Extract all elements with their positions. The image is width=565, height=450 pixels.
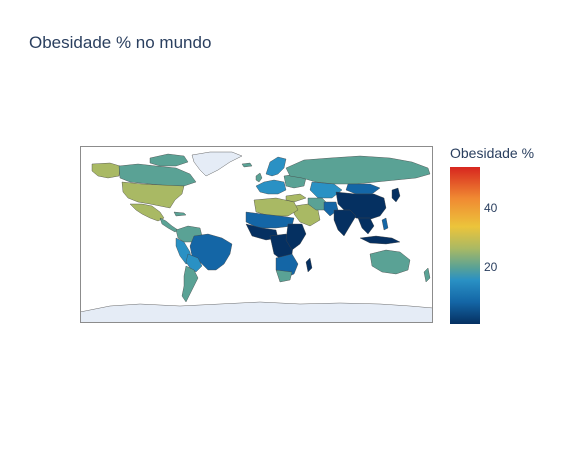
colorbar-gradient [450, 167, 480, 324]
colorbar-tick-label: 20 [484, 259, 498, 274]
region-scandinavia[interactable] [265, 156, 287, 177]
region-south-africa[interactable] [275, 269, 293, 283]
region-east-africa[interactable] [285, 223, 307, 251]
region-japan[interactable] [391, 187, 401, 203]
region-new-zealand[interactable] [423, 267, 431, 283]
region-brazil[interactable] [189, 233, 233, 271]
region-argentina-chile[interactable] [181, 265, 199, 303]
colorbar-title: Obesidade % [450, 145, 535, 161]
region-madagascar[interactable] [305, 257, 313, 273]
region-australia[interactable] [369, 249, 411, 275]
region-bolivia-paraguay[interactable] [185, 253, 203, 273]
region-philippines[interactable] [381, 217, 389, 231]
region-southeast-asia[interactable] [357, 217, 375, 235]
world-choropleth-map[interactable] [80, 146, 433, 323]
region-uk[interactable] [255, 172, 263, 183]
region-antarctica[interactable] [80, 301, 433, 323]
region-india[interactable] [333, 209, 357, 237]
region-alaska[interactable] [91, 162, 121, 179]
chart-title: Obesidade % no mundo [29, 33, 212, 52]
region-iceland[interactable] [241, 162, 253, 168]
map-frame [80, 146, 433, 323]
region-greenland[interactable] [191, 151, 243, 177]
region-indonesia[interactable] [359, 235, 401, 245]
region-canada[interactable] [118, 163, 197, 187]
region-arctic-islands[interactable] [149, 153, 189, 167]
region-caribbean[interactable] [173, 211, 187, 217]
colorbar-tick-label: 40 [484, 201, 498, 216]
region-central-asia[interactable] [309, 181, 343, 199]
region-turkey[interactable] [285, 193, 307, 203]
region-western-europe[interactable] [255, 179, 287, 195]
region-russia[interactable] [285, 155, 431, 185]
region-usa[interactable] [121, 181, 185, 209]
region-north-africa[interactable] [253, 197, 299, 217]
colorbar [450, 167, 480, 324]
